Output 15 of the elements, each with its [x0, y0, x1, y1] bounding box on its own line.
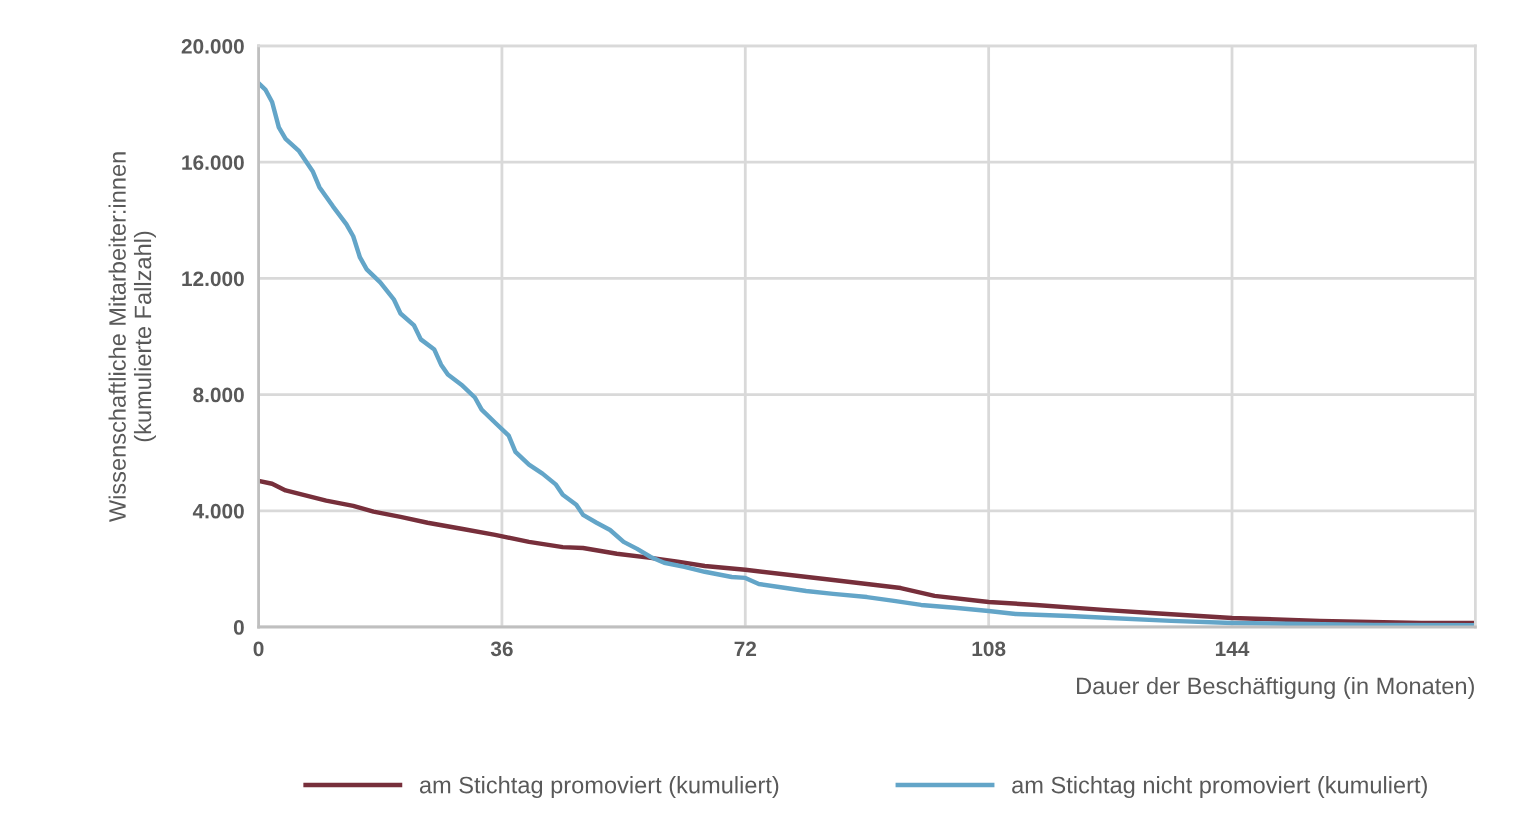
y-tick-label: 12.000 [182, 271, 244, 287]
y-tick-label: 0 [233, 620, 244, 635]
x-tick-label: 108 [972, 641, 1006, 657]
x-tick-label: 0 [253, 641, 264, 657]
y-tick-label: 4.000 [192, 503, 244, 519]
y-tick-label: 16.000 [182, 155, 244, 170]
y-tick-label: 20.000 [181, 38, 244, 54]
legend-label: am Stichtag nicht promoviert (kumuliert) [1012, 776, 1427, 799]
x-tick-label: 144 [1215, 641, 1250, 656]
x-axis-title: Dauer der Beschäftigung (in Monaten) [1077, 676, 1474, 699]
y-axis-title: Wissenschaftliche Mitarbeiter:innen (kumulierte Fallzahl) [108, 152, 156, 523]
x-tick-label: 36 [490, 641, 513, 657]
x-tick-label: 72 [734, 641, 757, 656]
y-tick-label: 8.000 [193, 387, 244, 403]
legend-label: am Stichtag promoviert (kumuliert) [419, 776, 779, 799]
